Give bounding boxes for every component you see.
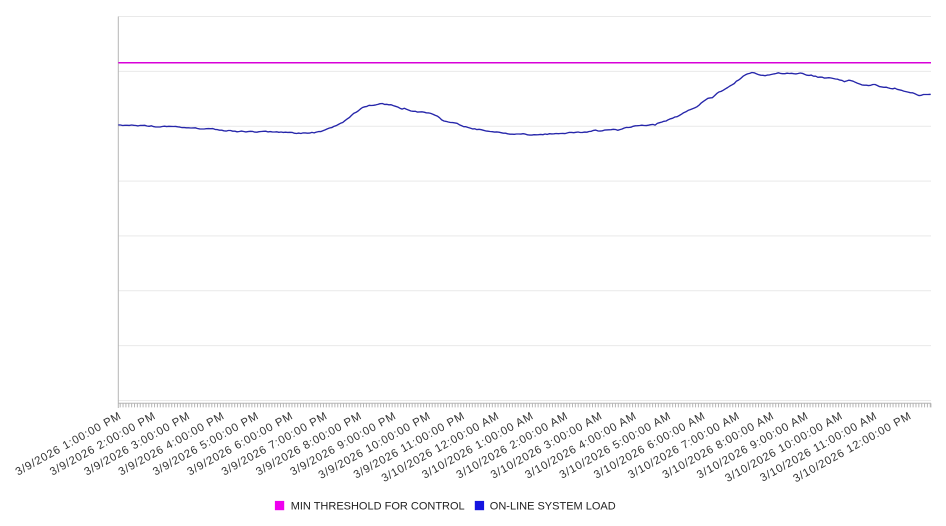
svg-text:MIN THRESHOLD FOR CONTROL: MIN THRESHOLD FOR CONTROL	[291, 501, 465, 513]
svg-text:ON-LINE SYSTEM LOAD: ON-LINE SYSTEM LOAD	[490, 501, 616, 513]
